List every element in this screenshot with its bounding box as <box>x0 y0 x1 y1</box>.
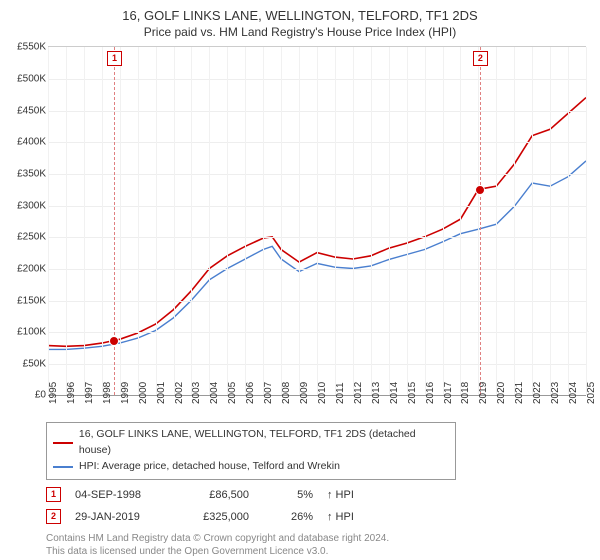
transaction-row: 1 04-SEP-1998 £86,500 5% ↑ HPI <box>46 484 590 506</box>
x-tick-label: 2011 <box>335 383 355 405</box>
transaction-table: 1 04-SEP-1998 £86,500 5% ↑ HPI 2 29-JAN-2019 £3… <box>46 484 590 528</box>
legend-label: HPI: Average price, detached house, Telf… <box>79 459 340 475</box>
y-tick-label: £300K <box>8 200 46 211</box>
footer-line1: Contains HM Land Registry data © Crown c… <box>46 532 590 545</box>
y-tick-label: £200K <box>8 263 46 274</box>
y-tick-label: £0 <box>8 390 46 401</box>
tx-pct: 5% <box>263 489 313 501</box>
x-tick-label: 1996 <box>66 382 86 404</box>
gridline-v <box>389 47 390 395</box>
x-tick-label: 2000 <box>138 382 158 404</box>
tx-marker: 1 <box>46 487 61 502</box>
transaction-row: 2 29-JAN-2019 £325,000 26% ↑ HPI <box>46 506 590 528</box>
legend-item: 16, GOLF LINKS LANE, WELLINGTON, TELFORD… <box>53 427 449 459</box>
gridline-v <box>586 47 587 395</box>
gridline-v <box>84 47 85 395</box>
tx-price: £325,000 <box>179 511 249 523</box>
gridline-v <box>156 47 157 395</box>
event-dot <box>109 336 119 346</box>
x-tick-label: 2010 <box>317 382 337 404</box>
chart-container: 16, GOLF LINKS LANE, WELLINGTON, TELFORD… <box>0 0 600 560</box>
y-tick-label: £350K <box>8 169 46 180</box>
chart-subtitle: Price paid vs. HM Land Registry's House … <box>10 25 590 41</box>
tx-pct: 26% <box>263 511 313 523</box>
gridline-v <box>174 47 175 395</box>
gridline-v <box>120 47 121 395</box>
legend-label: 16, GOLF LINKS LANE, WELLINGTON, TELFORD… <box>79 427 449 459</box>
gridline-v <box>245 47 246 395</box>
x-tick-label: 1998 <box>102 382 122 404</box>
x-tick-label: 2014 <box>389 382 409 404</box>
x-tick-label: 2015 <box>407 382 427 404</box>
gridline-v <box>191 47 192 395</box>
x-tick-label: 1999 <box>120 382 140 404</box>
y-tick-label: £550K <box>8 42 46 53</box>
legend-item: HPI: Average price, detached house, Telf… <box>53 459 449 475</box>
gridline-v <box>496 47 497 395</box>
gridline-v <box>443 47 444 395</box>
gridline-v <box>317 47 318 395</box>
x-tick-label: 2013 <box>371 382 391 404</box>
gridline-v <box>299 47 300 395</box>
gridline-v <box>102 47 103 395</box>
gridline-v <box>460 47 461 395</box>
y-tick-label: £400K <box>8 137 46 148</box>
tx-date: 04-SEP-1998 <box>75 489 165 501</box>
tx-marker: 2 <box>46 509 61 524</box>
tx-hpi: ↑ HPI <box>327 489 354 501</box>
gridline-v <box>138 47 139 395</box>
footer-line2: This data is licensed under the Open Gov… <box>46 545 590 558</box>
footer-attribution: Contains HM Land Registry data © Crown c… <box>46 532 590 558</box>
gridline-v <box>532 47 533 395</box>
y-tick-label: £100K <box>8 327 46 338</box>
x-tick-label: 1997 <box>84 382 104 404</box>
y-tick-label: £50K <box>8 358 46 369</box>
x-tick-label: 2012 <box>353 382 373 404</box>
tx-price: £86,500 <box>179 489 249 501</box>
x-tick-label: 2016 <box>425 382 445 404</box>
gridline-v <box>335 47 336 395</box>
gridline-v <box>514 47 515 395</box>
gridline-v <box>48 47 49 395</box>
chart-title: 16, GOLF LINKS LANE, WELLINGTON, TELFORD… <box>10 8 590 25</box>
gridline-v <box>353 47 354 395</box>
gridline-v <box>371 47 372 395</box>
event-marker: 1 <box>107 51 122 66</box>
gridline-v <box>263 47 264 395</box>
event-marker: 2 <box>473 51 488 66</box>
legend-swatch <box>53 442 73 444</box>
gridline-v <box>66 47 67 395</box>
event-dot <box>475 185 485 195</box>
chart-area: £0£50K£100K£150K£200K£250K£300K£350K£400… <box>48 46 586 416</box>
plot-region: £0£50K£100K£150K£200K£250K£300K£350K£400… <box>48 46 586 396</box>
y-tick-label: £150K <box>8 295 46 306</box>
y-tick-label: £500K <box>8 74 46 85</box>
gridline-v <box>425 47 426 395</box>
y-tick-label: £250K <box>8 232 46 243</box>
gridline-v <box>407 47 408 395</box>
legend-swatch <box>53 466 73 468</box>
gridline-v <box>568 47 569 395</box>
event-vline <box>480 47 481 395</box>
gridline-v <box>550 47 551 395</box>
tx-hpi: ↑ HPI <box>327 511 354 523</box>
gridline-v <box>209 47 210 395</box>
gridline-v <box>227 47 228 395</box>
x-tick-label: 1995 <box>48 382 68 404</box>
gridline-v <box>281 47 282 395</box>
x-tick-label: 2025 <box>586 382 600 404</box>
x-tick-label: 2001 <box>156 382 176 404</box>
y-tick-label: £450K <box>8 105 46 116</box>
legend: 16, GOLF LINKS LANE, WELLINGTON, TELFORD… <box>46 422 456 479</box>
tx-date: 29-JAN-2019 <box>75 511 165 523</box>
